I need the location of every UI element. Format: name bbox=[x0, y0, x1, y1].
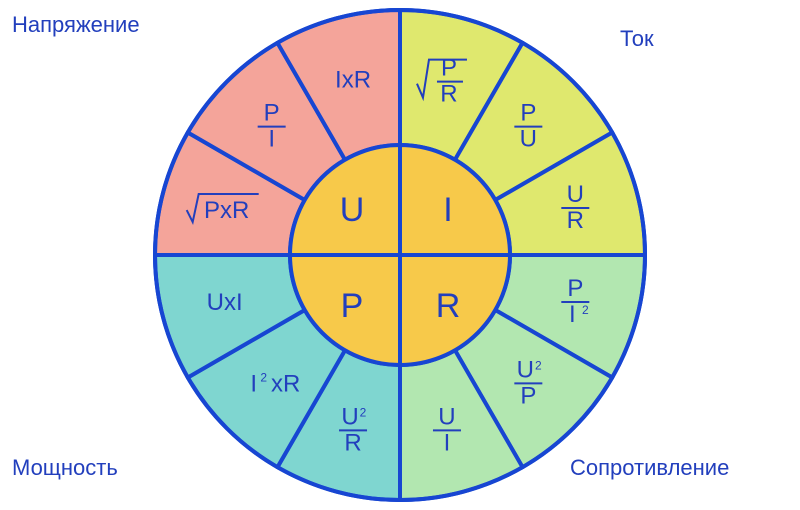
ohms-law-wheel: { "type": "circular-formula-wheel", "can… bbox=[0, 0, 800, 510]
svg-text:I: I bbox=[250, 370, 257, 397]
center-top_right: I bbox=[443, 191, 452, 229]
svg-text:P: P bbox=[441, 55, 457, 82]
svg-text:2: 2 bbox=[535, 358, 542, 372]
svg-text:2: 2 bbox=[260, 370, 267, 384]
svg-text:U: U bbox=[517, 356, 534, 383]
formula-cell: IxR bbox=[335, 67, 371, 94]
wheel-svg: UIPRPRPUURPI2U2PUIU2RI2xRUxIPxRPIIxR bbox=[0, 0, 800, 510]
formula-cell: UxI bbox=[207, 289, 243, 316]
svg-text:2: 2 bbox=[582, 303, 589, 317]
svg-text:P: P bbox=[567, 275, 583, 302]
svg-text:2: 2 bbox=[360, 405, 367, 419]
svg-text:P: P bbox=[520, 382, 536, 409]
center-bot_right: R bbox=[436, 287, 461, 325]
svg-text:I: I bbox=[444, 429, 451, 456]
svg-text:IxR: IxR bbox=[335, 67, 371, 94]
center-top_left: U bbox=[340, 191, 365, 229]
svg-text:R: R bbox=[440, 81, 457, 108]
svg-text:U: U bbox=[567, 181, 584, 208]
svg-text:R: R bbox=[344, 429, 361, 456]
svg-text:U: U bbox=[341, 403, 358, 430]
svg-text:xR: xR bbox=[271, 370, 300, 397]
center-bot_left: P bbox=[341, 287, 364, 325]
label-voltage: Напряжение bbox=[12, 12, 140, 38]
svg-text:P: P bbox=[264, 100, 280, 127]
svg-text:U: U bbox=[520, 126, 537, 153]
svg-text:I: I bbox=[268, 126, 275, 153]
svg-text:UxI: UxI bbox=[207, 289, 243, 316]
label-current: Ток bbox=[620, 26, 654, 52]
svg-text:U: U bbox=[438, 403, 455, 430]
label-power: Мощность bbox=[12, 455, 118, 481]
label-resistance: Сопротивление bbox=[570, 455, 729, 481]
svg-text:I: I bbox=[569, 301, 576, 328]
svg-text:R: R bbox=[567, 207, 584, 234]
svg-text:P: P bbox=[520, 100, 536, 127]
svg-text:PxR: PxR bbox=[204, 197, 249, 224]
